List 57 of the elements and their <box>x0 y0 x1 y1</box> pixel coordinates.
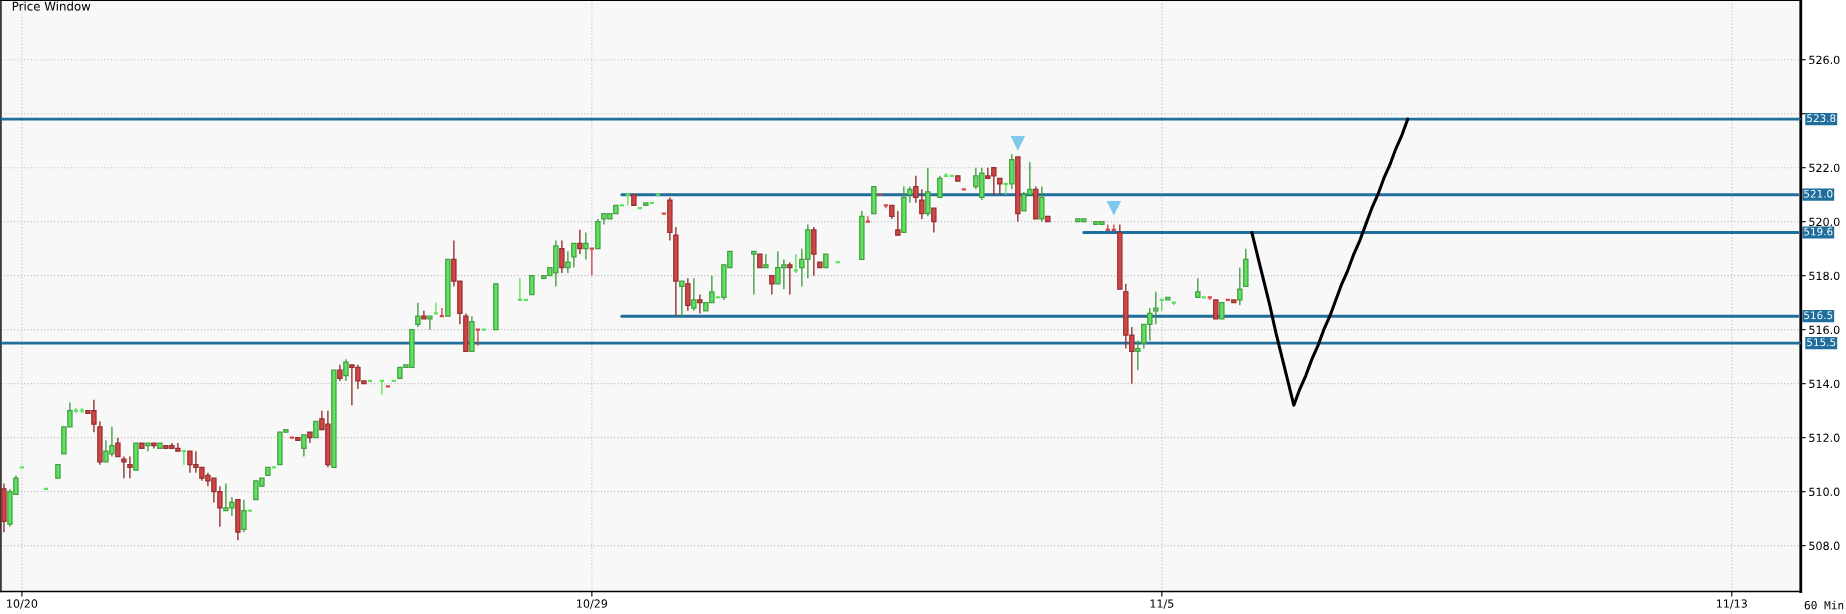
y-tick-label: 514.0 <box>1809 379 1840 389</box>
candlestick <box>565 250 571 274</box>
candlestick <box>925 166 931 217</box>
candlestick <box>1153 291 1159 325</box>
candlestick <box>115 436 121 458</box>
y-tick-label: 526.0 <box>1809 55 1840 65</box>
candlestick <box>343 358 349 382</box>
candlestick <box>1237 266 1243 307</box>
x-tick-label: 11/13 <box>1716 599 1747 609</box>
candlestick <box>763 253 769 269</box>
y-tick-label: 520.0 <box>1809 217 1840 227</box>
candlestick <box>787 261 793 296</box>
candlestick <box>427 315 433 331</box>
candlestick <box>559 239 565 274</box>
x-tick-label: 10/20 <box>7 599 38 609</box>
chart-title: Price Window <box>12 1 91 11</box>
candlestick <box>301 434 307 458</box>
y-tick-label: 518.0 <box>1809 271 1840 281</box>
candlestick <box>895 210 901 236</box>
candlestick <box>121 455 127 479</box>
candlestick <box>691 277 697 312</box>
candlestick <box>931 207 937 234</box>
ref-line-label: 523.8 <box>1807 114 1836 123</box>
text: 60 Min <box>1804 600 1844 610</box>
candlestick <box>997 177 1003 196</box>
candlestick <box>679 280 685 317</box>
candlestick <box>421 310 427 320</box>
y-tick-label: 512.0 <box>1809 433 1840 443</box>
data-label: 519.6 <box>1804 227 1833 236</box>
y-tick-label: 510.0 <box>1809 487 1840 497</box>
candlestick <box>751 250 757 296</box>
candlestick <box>1039 185 1045 223</box>
candlestick <box>685 277 691 312</box>
candlestick <box>937 175 943 199</box>
candlestick <box>907 185 913 204</box>
line-series <box>1250 117 1410 407</box>
candlestick <box>127 455 133 479</box>
y-tick-label: 522.0 <box>1809 163 1840 173</box>
x-tick-label: 11/5 <box>1150 599 1174 609</box>
data-label: 521.0 <box>1804 189 1833 198</box>
candlestick <box>1213 299 1219 320</box>
data-label: 516.5 <box>1804 311 1833 320</box>
candlestick <box>145 442 151 452</box>
candlestick <box>583 231 589 261</box>
candlestick <box>697 293 703 315</box>
candlestick <box>913 175 919 204</box>
candlestick <box>769 274 775 296</box>
candlestick <box>1135 339 1141 371</box>
x-tick-label: 10/29 <box>577 599 608 609</box>
candlestick <box>529 275 535 296</box>
candlestick <box>577 229 583 255</box>
candlestick <box>571 242 577 269</box>
candlestick <box>919 188 925 220</box>
y-tick-label: 516.0 <box>1809 325 1840 335</box>
candlestick <box>415 301 421 328</box>
y-tick-label: 508.0 <box>1809 541 1840 551</box>
ref-line-label: 515.5 <box>1807 338 1836 347</box>
